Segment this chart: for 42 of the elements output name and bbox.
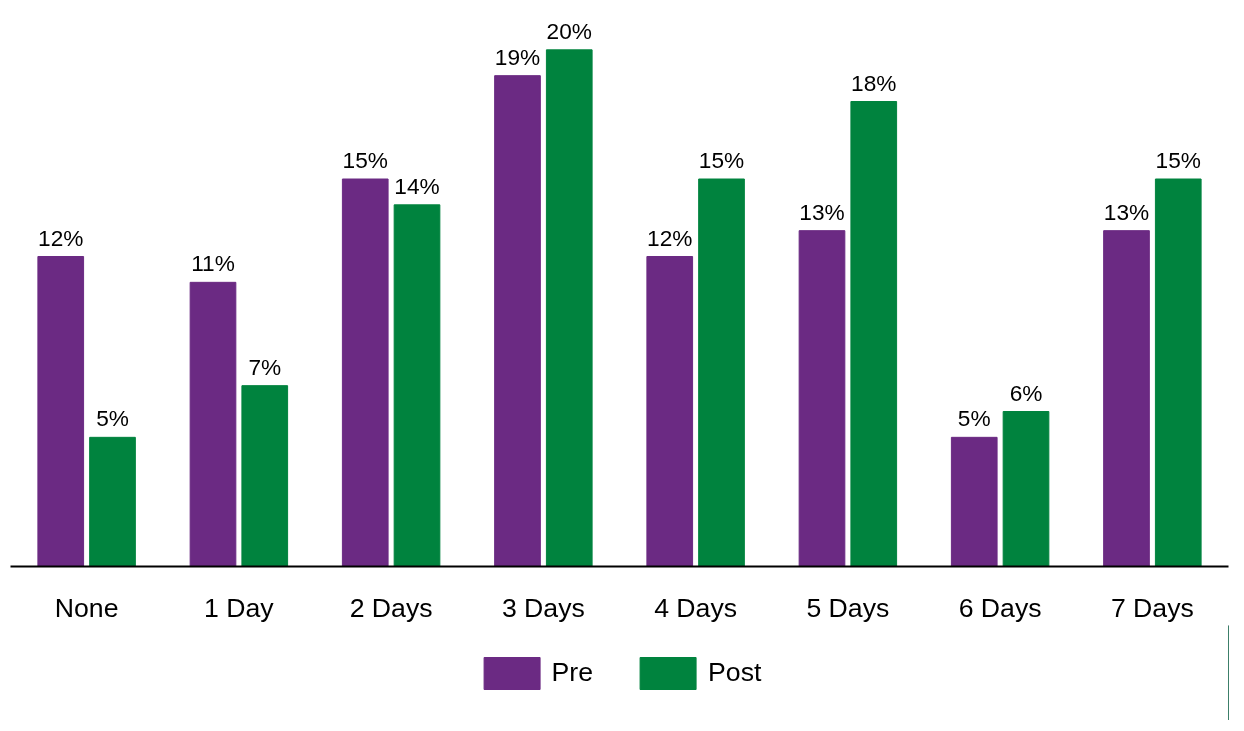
data-label: 6%: [1009, 379, 1043, 406]
x-tick-label: 3 Days: [501, 592, 585, 623]
bar: [950, 436, 998, 567]
bar: [1002, 411, 1050, 567]
x-tick-label: 7 Days: [1110, 592, 1194, 623]
data-label: 13%: [799, 198, 845, 225]
legend-label: Post: [708, 657, 762, 688]
data-label: 13%: [1103, 198, 1150, 225]
bar: [241, 385, 289, 567]
data-label: 12%: [38, 224, 84, 251]
data-label: 12%: [647, 224, 693, 251]
x-tick-label: 1 Day: [204, 592, 275, 623]
data-label: 18%: [851, 69, 897, 96]
data-label: 15%: [1155, 147, 1201, 173]
data-label: 19%: [494, 43, 541, 70]
bar: [698, 178, 745, 567]
bar: [494, 75, 541, 567]
x-tick-label: 5 Days: [806, 592, 890, 623]
bar: [189, 281, 237, 567]
bar: [1154, 178, 1202, 567]
data-label: 5%: [96, 405, 129, 432]
bar: [646, 256, 694, 567]
bar: [341, 178, 389, 567]
bar: [37, 256, 85, 567]
data-label: 7%: [248, 353, 282, 380]
bar: [850, 101, 898, 567]
data-label: 15%: [698, 147, 745, 173]
bar: [798, 230, 846, 567]
bar: [545, 49, 593, 567]
data-label: 11%: [191, 250, 235, 277]
data-label: 15%: [342, 147, 388, 173]
x-tick-label: 6 Days: [958, 592, 1042, 623]
data-label: 20%: [546, 17, 592, 44]
legend-label: Pre: [551, 657, 594, 688]
bar: [393, 204, 441, 567]
data-label: 5%: [957, 405, 991, 432]
data-label: 14%: [394, 172, 440, 199]
x-tick-label: 2 Days: [349, 592, 433, 623]
x-tick-label: 4 Days: [654, 592, 738, 623]
bar: [1103, 230, 1150, 567]
bar: [89, 436, 136, 567]
x-tick-label: None: [54, 592, 119, 623]
